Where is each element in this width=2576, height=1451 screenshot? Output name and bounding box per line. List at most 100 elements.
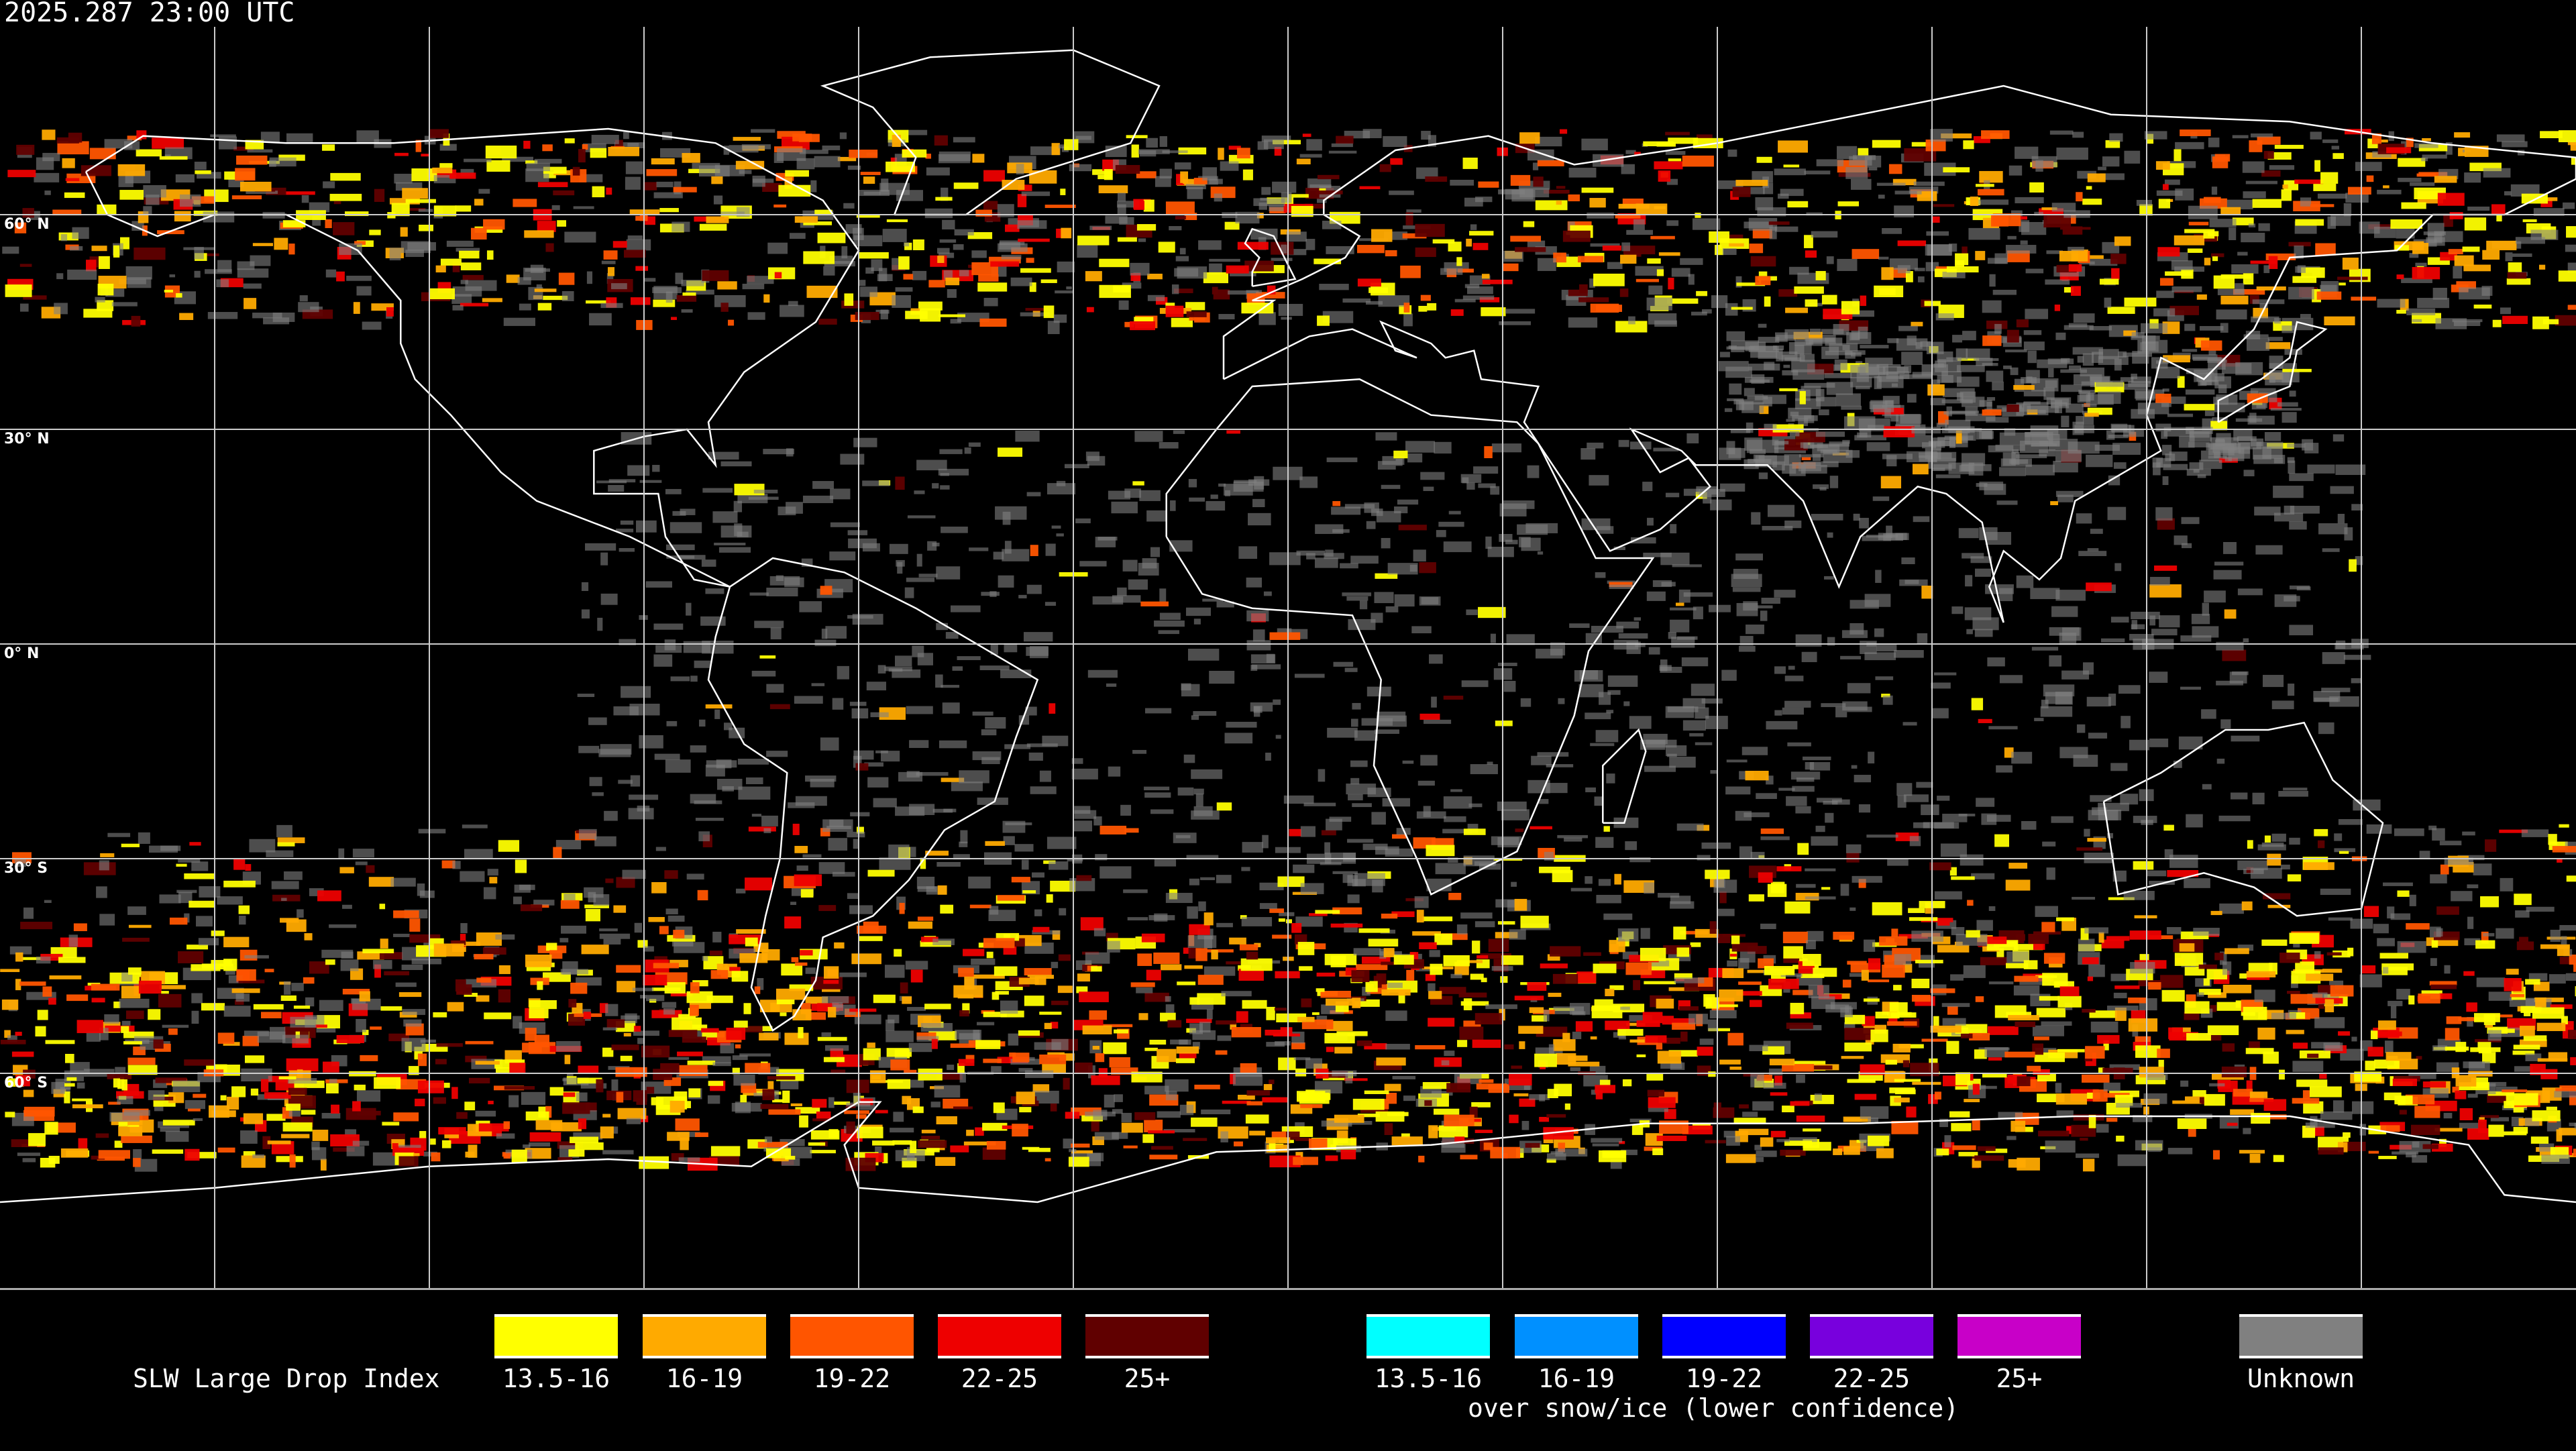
cloud-pixel <box>904 587 914 598</box>
cloud-pixel <box>1142 558 1157 569</box>
cloud-pixel <box>1934 822 1960 829</box>
cloud-pixel <box>354 241 366 245</box>
cloud-pixel <box>2088 1115 2096 1128</box>
cloud-pixel <box>1350 760 1368 767</box>
cloud-pixel <box>1316 197 1327 203</box>
cloud-pixel <box>2247 840 2253 849</box>
cloud-pixel <box>1160 964 1182 971</box>
cloud-pixel <box>895 287 913 292</box>
cloud-pixel <box>1579 284 1588 294</box>
cloud-pixel <box>1729 1066 1741 1070</box>
cloud-pixel <box>1656 1135 1687 1141</box>
cloud-pixel <box>1583 952 1601 956</box>
cloud-pixel <box>15 952 23 962</box>
cloud-pixel <box>1316 972 1336 977</box>
cloud-pixel <box>665 544 695 551</box>
cloud-pixel <box>582 144 588 150</box>
cloud-pixel <box>858 252 889 259</box>
cloud-pixel <box>1383 136 1407 148</box>
cloud-pixel <box>636 520 657 533</box>
cloud-pixel <box>568 1149 585 1157</box>
cloud-pixel <box>148 1090 165 1100</box>
cloud-pixel <box>1131 1071 1163 1083</box>
cloud-pixel <box>21 957 43 961</box>
cloud-pixel <box>1124 828 1139 833</box>
cloud-pixel <box>1743 221 1773 229</box>
cloud-pixel <box>1594 796 1603 806</box>
cloud-pixel <box>1864 594 1891 607</box>
cloud-pixel <box>947 289 957 298</box>
cloud-pixel <box>805 967 816 974</box>
cloud-pixel <box>1375 573 1398 579</box>
cloud-pixel <box>503 1153 511 1159</box>
cloud-pixel <box>1942 272 1966 278</box>
cloud-pixel <box>2390 913 2411 920</box>
cloud-pixel <box>2568 1030 2576 1040</box>
cloud-pixel <box>475 1110 496 1117</box>
cloud-pixel <box>1648 647 1660 655</box>
cloud-pixel <box>2399 1110 2407 1115</box>
cloud-pixel <box>863 1048 881 1061</box>
cloud-pixel <box>2208 992 2226 998</box>
cloud-pixel <box>2445 1046 2469 1051</box>
cloud-pixel <box>1969 1032 1990 1041</box>
cloud-pixel <box>712 1062 731 1067</box>
cloud-pixel <box>2316 291 2342 300</box>
cloud-pixel <box>219 136 237 150</box>
cloud-pixel <box>1521 1120 1529 1130</box>
cloud-pixel <box>1352 999 1380 1007</box>
cloud-pixel <box>870 712 889 718</box>
cloud-pixel <box>2343 1132 2351 1138</box>
cloud-pixel <box>1308 913 1328 916</box>
cloud-pixel <box>2264 432 2282 441</box>
cloud-pixel <box>2180 686 2201 690</box>
cloud-pixel <box>525 160 538 164</box>
cloud-pixel <box>1546 783 1568 794</box>
cloud-pixel <box>1103 1042 1127 1055</box>
cloud-pixel <box>362 321 382 330</box>
cloud-pixel <box>1739 635 1754 646</box>
cloud-pixel <box>1659 1120 1688 1134</box>
cloud-pixel <box>362 949 394 954</box>
cloud-pixel <box>1782 1064 1815 1072</box>
cloud-pixel <box>1543 1127 1574 1140</box>
cloud-pixel <box>1697 855 1711 861</box>
cloud-pixel <box>586 271 593 284</box>
cloud-pixel <box>1783 955 1807 963</box>
cloud-pixel <box>1412 931 1442 936</box>
cloud-pixel <box>95 1133 109 1138</box>
cloud-pixel <box>1424 719 1452 724</box>
cloud-pixel <box>1357 245 1385 254</box>
cloud-pixel <box>194 162 207 170</box>
cloud-pixel <box>288 1110 301 1117</box>
cloud-pixel <box>1045 543 1056 556</box>
cloud-pixel <box>133 248 166 260</box>
cloud-pixel <box>2359 1124 2367 1136</box>
cloud-pixel <box>941 777 965 782</box>
cloud-pixel <box>400 241 431 254</box>
cloud-pixel <box>2279 953 2300 963</box>
cloud-pixel <box>1358 928 1390 933</box>
cloud-pixel <box>418 828 446 834</box>
cloud-pixel <box>1155 176 1171 187</box>
cloud-pixel <box>645 581 672 588</box>
cloud-pixel <box>796 158 815 170</box>
cloud-pixel <box>1322 311 1354 323</box>
cloud-pixel <box>2499 829 2528 833</box>
cloud-pixel <box>2559 924 2576 931</box>
cloud-pixel <box>1792 786 1815 792</box>
cloud-pixel <box>1099 825 1127 835</box>
cloud-pixel <box>759 1032 779 1041</box>
cloud-pixel <box>525 955 552 967</box>
cloud-pixel <box>1643 141 1674 147</box>
cloud-pixel <box>2274 317 2282 324</box>
cloud-pixel <box>588 717 607 725</box>
cloud-pixel <box>2204 590 2226 603</box>
cloud-pixel <box>288 1087 307 1095</box>
cloud-pixel <box>1146 138 1158 148</box>
cloud-pixel <box>1434 933 1453 945</box>
cloud-pixel <box>382 1122 400 1126</box>
cloud-pixel <box>109 1112 140 1122</box>
cloud-pixel <box>1739 645 1756 652</box>
cloud-pixel <box>2209 1083 2225 1087</box>
